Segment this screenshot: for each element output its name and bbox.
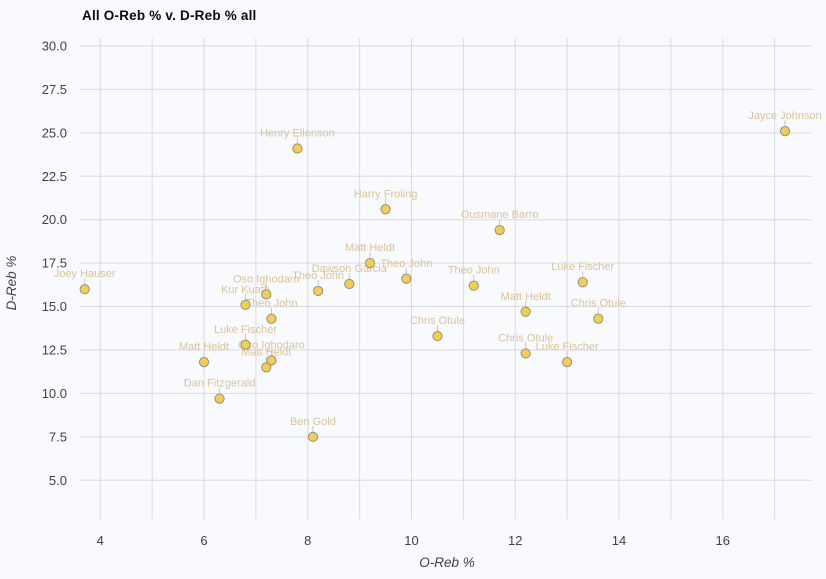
point-label: Harry Froling bbox=[354, 188, 418, 200]
point-label: Jayce Johnson bbox=[748, 110, 821, 122]
data-point[interactable] bbox=[307, 431, 319, 442]
point-label: Matt Heldt bbox=[345, 242, 395, 254]
y-tick-label: 10.0 bbox=[42, 386, 67, 401]
x-tick-label: 6 bbox=[200, 533, 207, 548]
y-tick-label: 15.0 bbox=[42, 299, 67, 314]
x-tick-label: 16 bbox=[716, 533, 730, 548]
x-axis-title: O-Reb % bbox=[419, 555, 475, 570]
x-tick-label: 8 bbox=[304, 533, 311, 548]
point-label: Oso Ighodaro bbox=[238, 339, 305, 351]
data-point[interactable] bbox=[562, 357, 573, 368]
y-tick-label: 22.5 bbox=[42, 169, 67, 184]
data-point[interactable] bbox=[577, 277, 588, 288]
point-label: Joey Hauser bbox=[54, 268, 116, 280]
point-label: Henry Ellenson bbox=[260, 127, 335, 139]
point-label: Theo John bbox=[380, 258, 432, 270]
chart-title: All O-Reb % v. D-Reb % all bbox=[82, 8, 257, 23]
point-label: Chris Otule bbox=[410, 315, 465, 327]
data-point[interactable] bbox=[593, 313, 604, 324]
point-label: Luke Fischer bbox=[536, 341, 599, 353]
data-point[interactable] bbox=[380, 204, 391, 215]
data-point[interactable] bbox=[468, 280, 479, 291]
point-label: Luke Fischer bbox=[214, 324, 277, 336]
point-label: Ben Gold bbox=[290, 416, 336, 428]
x-tick-label: 12 bbox=[508, 533, 522, 548]
data-point[interactable] bbox=[292, 143, 303, 154]
y-tick-label: 12.5 bbox=[42, 342, 67, 357]
point-label: Matt Heldt bbox=[241, 346, 291, 358]
y-tick-label: 27.5 bbox=[42, 82, 67, 97]
data-point[interactable] bbox=[261, 289, 272, 300]
data-point[interactable] bbox=[432, 330, 443, 342]
data-point[interactable] bbox=[344, 278, 355, 290]
data-point[interactable] bbox=[364, 258, 376, 269]
x-tick-label: 4 bbox=[97, 533, 104, 548]
point-label: Theo John bbox=[245, 298, 297, 310]
x-tick-label: 10 bbox=[404, 533, 418, 548]
point-label: Theo John bbox=[292, 270, 344, 282]
data-point[interactable] bbox=[214, 393, 225, 404]
y-tick-label: 30.0 bbox=[42, 38, 67, 53]
data-point[interactable] bbox=[261, 362, 272, 373]
data-point[interactable] bbox=[401, 273, 412, 284]
x-tick-label: 14 bbox=[612, 533, 626, 548]
data-point[interactable] bbox=[520, 348, 531, 359]
data-point[interactable] bbox=[266, 313, 277, 324]
point-label: Theo John bbox=[448, 265, 500, 277]
data-point[interactable] bbox=[494, 225, 505, 236]
point-label: Dan Fitzgerald bbox=[184, 378, 256, 390]
data-point[interactable] bbox=[240, 339, 251, 350]
point-label: Ousmane Barro bbox=[461, 209, 539, 221]
point-label: Kur Kuath bbox=[221, 284, 270, 296]
y-tick-label: 17.5 bbox=[42, 256, 67, 271]
data-point[interactable] bbox=[779, 126, 791, 137]
y-tick-label: 5.0 bbox=[49, 473, 67, 488]
y-axis-title: D-Reb % bbox=[4, 256, 19, 311]
data-point[interactable] bbox=[313, 285, 324, 297]
y-tick-label: 25.0 bbox=[42, 125, 67, 140]
y-tick-label: 20.0 bbox=[42, 212, 67, 227]
point-label: Oso Ighodaro bbox=[233, 273, 300, 285]
point-label: Matt Heldt bbox=[179, 341, 229, 353]
y-tick-label: 7.5 bbox=[49, 429, 67, 444]
point-label: Matt Heldt bbox=[501, 291, 551, 303]
data-point[interactable] bbox=[266, 355, 277, 366]
data-point[interactable] bbox=[240, 299, 251, 310]
point-label: Luke Fischer bbox=[551, 261, 614, 273]
data-point[interactable] bbox=[198, 357, 210, 368]
point-label: Chris Otule bbox=[571, 298, 626, 310]
data-point[interactable] bbox=[79, 284, 90, 295]
point-label: Chris Otule bbox=[498, 332, 553, 344]
data-point[interactable] bbox=[520, 306, 531, 317]
